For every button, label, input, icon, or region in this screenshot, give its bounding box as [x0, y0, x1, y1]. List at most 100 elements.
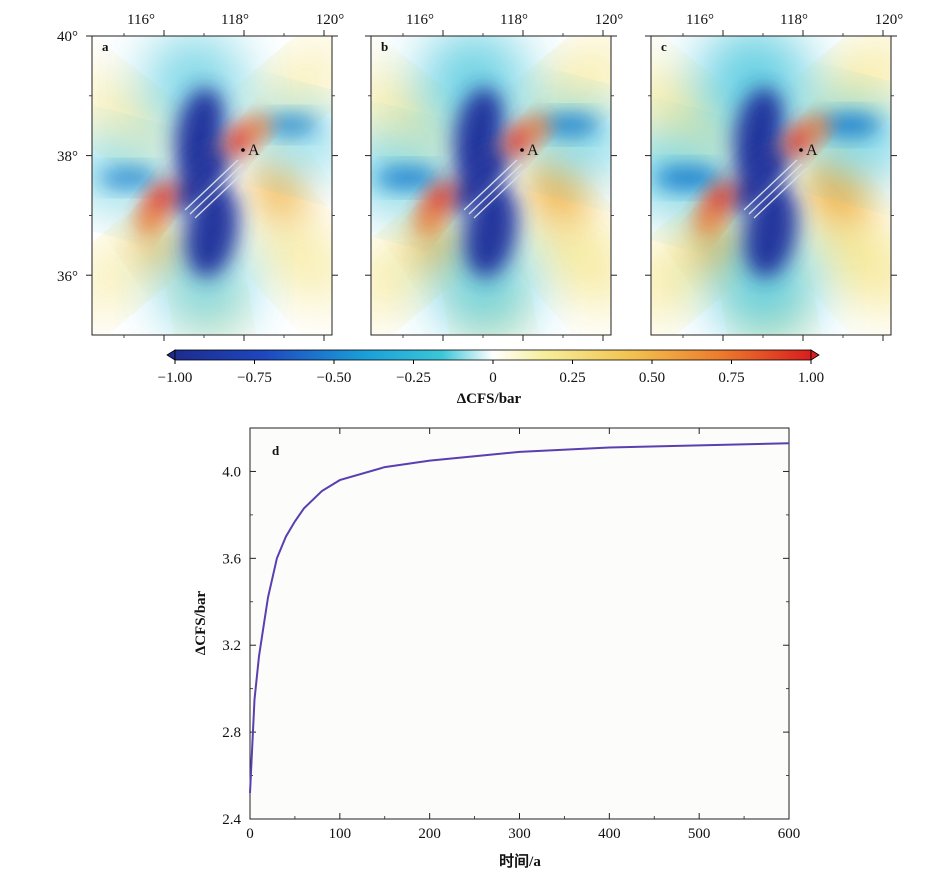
lon-tick-label: 118°	[221, 12, 249, 28]
panel-label: c	[661, 39, 667, 54]
colorbar: −1.00 −0.75 −0.50 −0.25 0 0.25 0.50 0.75 1.00 ΔC…	[158, 349, 824, 407]
stress-field	[92, 36, 332, 335]
x-tick-label: 600	[778, 826, 801, 842]
stress-lobe	[137, 206, 163, 234]
stress-lobe	[538, 114, 600, 136]
stress-lobe	[449, 147, 509, 213]
stress-lobe	[376, 167, 442, 189]
lon-tick-label: 120°	[595, 12, 624, 28]
lon-tick-label: 118°	[780, 12, 808, 28]
x-tick-label: 300	[508, 826, 531, 842]
y-axis: 2.4 2.8 3.2 3.6 4.0	[222, 464, 789, 828]
stress-lobe	[530, 42, 611, 128]
stress-lobe	[435, 234, 533, 335]
stress-lobe	[170, 147, 230, 213]
fault-trace	[463, 159, 528, 219]
colorbar-tick-label: −0.75	[237, 370, 272, 386]
map-panel-c: c A	[645, 30, 897, 341]
colorbar-title: ΔCFS/bar	[457, 391, 522, 407]
colorbar-tick-label: −0.25	[396, 370, 431, 386]
x-tick-label: 100	[329, 826, 352, 842]
point-marker	[799, 148, 803, 152]
fault-line	[194, 167, 249, 219]
fault-line	[743, 159, 798, 211]
x-tick-label: 500	[688, 826, 711, 842]
y-tick-label: 3.6	[222, 551, 241, 567]
lat-tick-label: 38°	[57, 149, 78, 165]
point-marker	[241, 148, 245, 152]
colorbar-tick-label: 1.00	[798, 370, 824, 386]
y-tick-label: 2.4	[222, 812, 241, 828]
map-ticks	[645, 30, 897, 341]
x-tick-label: 0	[246, 826, 254, 842]
stress-lobe	[529, 202, 611, 308]
stress-lobe	[729, 147, 789, 213]
stress-lobe	[654, 166, 724, 190]
lon-tick-label: 116°	[127, 12, 155, 28]
fault-line	[753, 167, 808, 219]
y-tick-label: 3.2	[222, 638, 241, 654]
fault-line	[748, 163, 803, 215]
stress-lobes	[92, 36, 332, 335]
stress-lobe	[525, 115, 549, 141]
stress-lobe	[371, 73, 460, 163]
map-frame	[91, 35, 333, 336]
x-tick-label: 200	[418, 826, 441, 842]
lat-labels: 40° 38° 36°	[57, 29, 78, 285]
colorbar-ticks: −1.00 −0.75 −0.50 −0.25 0 0.25 0.50 0.75 1.00	[158, 360, 824, 386]
lon-labels-a: 116° 118° 120°	[127, 12, 344, 28]
stress-lobe	[246, 115, 270, 141]
map-panel-a: a A	[86, 30, 338, 341]
point-label: A	[527, 142, 539, 159]
fault-line	[468, 163, 523, 215]
lon-labels-b: 116° 118° 120°	[406, 12, 623, 28]
colorbar-tick-label: 0.25	[559, 370, 585, 386]
lon-tick-label: 120°	[875, 12, 904, 28]
stress-lobe	[254, 206, 332, 304]
fault-trace	[184, 159, 249, 219]
lon-tick-label: 120°	[316, 12, 345, 28]
stress-lobe	[805, 115, 829, 141]
colorbar-bar	[174, 349, 812, 361]
lat-tick-label: 36°	[57, 269, 78, 285]
stress-lobe	[249, 158, 307, 222]
panel-label: a	[102, 39, 109, 54]
plot-frame	[249, 427, 790, 820]
map-ticks	[365, 30, 617, 341]
stress-lobe	[696, 206, 722, 234]
stress-lobe	[261, 114, 319, 136]
stress-lobe	[416, 206, 442, 234]
panel-label: b	[381, 39, 388, 54]
fault-line	[463, 159, 518, 211]
colorbar-tick-label: −0.50	[317, 370, 352, 386]
stress-lobe	[92, 76, 176, 160]
stress-lobe	[713, 232, 815, 335]
lat-tick-label: 40°	[57, 29, 78, 45]
colorbar-tick-label: 0	[489, 370, 497, 386]
stress-lobe	[526, 155, 588, 225]
panel-label: d	[272, 443, 280, 458]
x-tick-label: 400	[598, 826, 621, 842]
stress-lobe	[807, 199, 891, 311]
fault-line	[189, 163, 244, 215]
point-label: A	[806, 142, 818, 159]
x-axis: 0 100 200 300 400 500 600	[246, 428, 800, 842]
colorbar-tick-label: 0.50	[639, 370, 665, 386]
map-panel-b: b A	[365, 30, 617, 341]
y-tick-label: 2.8	[222, 725, 241, 741]
map-frame	[370, 35, 612, 336]
stress-field	[371, 36, 611, 335]
colorbar-max-arrow	[810, 349, 820, 361]
map-ticks	[86, 30, 338, 341]
stress-lobe	[99, 167, 161, 189]
point-marker	[520, 148, 524, 152]
lon-tick-label: 118°	[500, 12, 528, 28]
point-label: A	[248, 142, 260, 159]
x-axis-title: 时间/a	[499, 852, 541, 870]
y-tick-label: 4.0	[222, 464, 241, 480]
stress-lobe	[255, 45, 332, 125]
fault-trace	[743, 159, 808, 219]
y-axis-title: ΔCFS/bar	[193, 590, 209, 655]
stress-lobe	[651, 70, 742, 166]
